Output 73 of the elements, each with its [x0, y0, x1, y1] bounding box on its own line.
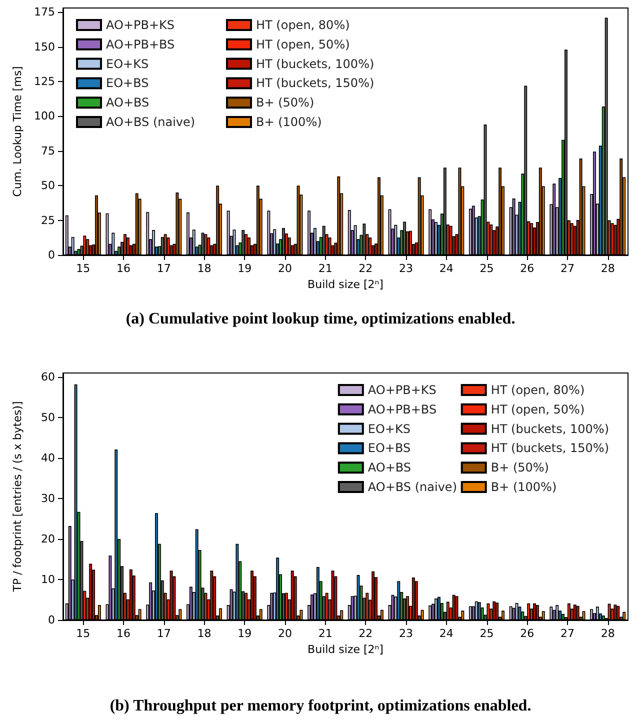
y-axis-title: TP / footprint [entries / (s x bytes)] [11, 401, 24, 593]
x-tick-label: 27 [560, 627, 574, 640]
y-tick-label: 0 [48, 248, 55, 262]
y-tick-label: 100 [34, 110, 55, 123]
legend-label: HT (buckets, 150%) [490, 441, 610, 456]
legend-label: AO+BS [368, 460, 412, 475]
text: (a) Cumulative point lookup time, optimizations enabled. [126, 310, 516, 328]
y-tick-label: 60 [41, 370, 55, 384]
y-tick-label: 0 [48, 614, 55, 626]
x-tick-label: 26 [520, 627, 534, 640]
x-tick-label: 23 [399, 627, 414, 640]
legend-label: AO+PB+BS [368, 402, 437, 416]
legend-label: EO+KS [106, 56, 149, 71]
x-tick-label: 18 [197, 262, 212, 275]
x-tick-label: 28 [600, 627, 615, 640]
legend-label: AO+BS [106, 96, 150, 110]
y-tick-label: 150 [34, 40, 55, 54]
y-tick-label: 40 [41, 452, 55, 465]
x-tick-label: 21 [318, 627, 332, 640]
legend-label: AO+BS (naive) [368, 480, 457, 494]
legend-label: HT (buckets, 100%) [256, 56, 374, 71]
x-tick-label: 17 [156, 262, 171, 275]
legend-label: AO+PB+BS [106, 37, 175, 52]
x-tick-label: 23 [399, 262, 414, 275]
x-tick-label: 15 [76, 627, 90, 640]
x-tick-label: 20 [278, 262, 292, 275]
x-tick-label: 15 [76, 262, 90, 275]
legend-label: EO+BS [106, 76, 149, 90]
legend-label: B+ (100%) [490, 480, 557, 494]
legend-label: HT (open, 80%) [256, 18, 350, 32]
legend-label: EO+KS [368, 422, 410, 436]
legend-label: EO+BS [368, 441, 411, 456]
y-tick-label: 75 [41, 144, 55, 158]
y-tick-label: 175 [34, 6, 55, 19]
legend-label: HT (open, 80%) [490, 383, 585, 397]
x-tick-label: 21 [318, 262, 332, 275]
x-tick-label: 27 [560, 262, 574, 275]
y-tick-label: 125 [34, 75, 55, 88]
x-tick-label: 17 [156, 627, 171, 640]
y-tick-label: 20 [41, 532, 55, 546]
legend-label: B+ (50%) [256, 96, 314, 110]
y-tick-label: 50 [41, 179, 55, 192]
x-tick-label: 20 [278, 627, 292, 640]
x-tick-label: 16 [116, 627, 131, 640]
y-tick-label: 10 [41, 573, 55, 586]
y-tick-label: 50 [41, 411, 55, 424]
x-tick-label: 28 [600, 262, 615, 275]
legend-label: B+ (50%) [490, 460, 549, 475]
text: (b) Throughput per memory footprint, optimizations enabled. [110, 698, 532, 714]
legend-label: HT (open, 50%) [256, 37, 350, 52]
legend-label: HT (buckets, 100%) [490, 422, 610, 436]
x-axis-title: Build size [2ⁿ] [308, 642, 384, 656]
x-tick-label: 22 [358, 262, 373, 275]
y-tick-label: 25 [41, 214, 55, 227]
x-tick-label: 16 [116, 262, 131, 275]
x-tick-label: 18 [197, 627, 212, 640]
legend-label: AO+BS (naive) [106, 115, 196, 129]
x-tick-label: 24 [439, 627, 454, 640]
x-tick-label: 19 [238, 627, 252, 640]
legend-label: B+ (100%) [256, 115, 322, 129]
legend-label: HT (open, 50%) [490, 402, 585, 416]
x-tick-label: 22 [358, 627, 373, 640]
x-tick-label: 19 [238, 262, 252, 275]
legend-label: AO+PB+KS [106, 18, 175, 32]
y-tick-label: 30 [41, 492, 55, 506]
x-axis-title: Build size [2ⁿ] [308, 278, 384, 291]
x-tick-label: 25 [480, 627, 494, 640]
x-tick-label: 25 [480, 262, 494, 275]
legend-label: AO+PB+KS [368, 383, 436, 397]
y-axis-title: Cum. Lookup Time [ms] [11, 66, 24, 197]
x-tick-label: 26 [520, 262, 534, 275]
x-tick-label: 24 [439, 262, 454, 275]
legend-label: HT (buckets, 150%) [256, 76, 374, 90]
